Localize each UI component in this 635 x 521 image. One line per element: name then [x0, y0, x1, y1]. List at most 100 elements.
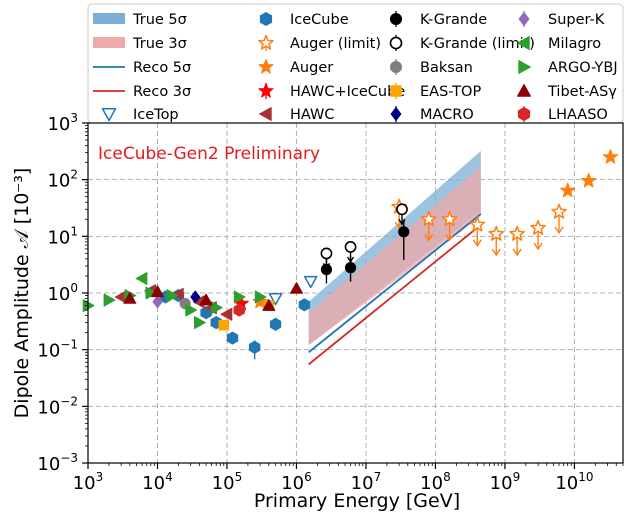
legend-marker — [389, 36, 403, 50]
data-point — [252, 293, 268, 309]
data-point — [344, 262, 357, 274]
legend-label: IceCube — [290, 12, 349, 28]
legend-entry: True 5σ — [93, 12, 187, 28]
legend-entry: LHAASO — [517, 106, 608, 123]
data-point — [396, 203, 408, 216]
tick-base: 10 — [490, 473, 513, 494]
limit-arrow-head — [445, 233, 455, 242]
legend-marker — [517, 84, 531, 97]
legend-marker — [259, 12, 273, 26]
tick-exponent: 7 — [374, 470, 382, 484]
data-point — [298, 298, 311, 312]
data-point — [233, 303, 245, 317]
legend-entry: Auger — [258, 59, 333, 76]
x-tick-label: 107 — [351, 470, 382, 494]
legend-marker — [517, 107, 531, 121]
data-point — [199, 293, 213, 306]
y-tick-label: 102 — [47, 168, 78, 192]
series-milagro — [135, 272, 148, 285]
legend-entry: Milagro — [517, 36, 601, 52]
tick-exponent: 5 — [235, 470, 243, 484]
data-points — [82, 149, 619, 360]
tick-exponent: 4 — [165, 470, 173, 484]
data-point — [509, 225, 526, 241]
tick-base: 10 — [47, 227, 70, 248]
legend-marker — [259, 107, 272, 121]
legend-label: Auger (limit) — [290, 36, 381, 52]
legend-label: Baksan — [420, 60, 473, 76]
legend-marker — [517, 36, 530, 50]
tick-exponent: 10 — [578, 470, 593, 484]
y-tick-label: 10−2 — [37, 394, 78, 418]
y-tick-label: 10−1 — [37, 338, 78, 362]
tick-exponent: 1 — [70, 224, 78, 238]
y-axis-label: Dipole Amplitude 𝒜 [10⁻³] — [11, 168, 33, 419]
x-tick-label: 106 — [281, 470, 312, 494]
legend-label: True 3σ — [132, 36, 187, 52]
tick-base: 10 — [420, 473, 443, 494]
tick-base: 10 — [351, 473, 374, 494]
data-point — [226, 331, 239, 345]
data-point — [194, 316, 206, 330]
data-point — [171, 287, 184, 301]
tick-base: 10 — [212, 473, 235, 494]
data-point — [320, 247, 333, 260]
legend-marker — [390, 85, 402, 97]
legend-entry: Tibet-ASγ — [517, 84, 617, 100]
data-point — [269, 317, 282, 331]
legend-entry: True 3σ — [93, 36, 187, 52]
tick-exponent: 3 — [96, 470, 104, 484]
limit-arrow-head — [322, 263, 331, 270]
series-lhaaso — [233, 303, 245, 317]
series-k-grande-limit- — [320, 203, 408, 270]
tick-exponent: 6 — [304, 470, 312, 484]
series-auger-limit- — [391, 198, 567, 257]
data-point — [210, 301, 223, 315]
y-tick-label: 10−3 — [37, 451, 78, 475]
data-point — [420, 211, 437, 227]
limit-arrow-head — [472, 239, 482, 248]
data-point — [262, 299, 276, 311]
data-point — [220, 307, 233, 321]
legend-label: EAS-TOP — [420, 84, 481, 100]
limit-arrow-head — [533, 242, 543, 251]
legend-entry: IceTop — [101, 107, 179, 123]
tick-exponent: 3 — [70, 111, 78, 125]
data-point — [441, 211, 458, 227]
legend-label: K-Grande (limit) — [420, 36, 535, 52]
series-macro — [190, 290, 201, 304]
tick-exponent: 2 — [70, 168, 78, 182]
data-point — [135, 272, 148, 285]
limit-arrow-head — [491, 248, 501, 257]
line-reco-3σ — [308, 224, 482, 366]
tick-base: 10 — [555, 473, 578, 494]
data-point — [185, 303, 198, 317]
tick-base: 10 — [37, 341, 60, 362]
data-point — [530, 219, 546, 235]
data-point — [398, 226, 410, 238]
legend-entry: Baksan — [389, 59, 473, 76]
plot-area: IceCube-Gen2 Preliminary 103 104 105 106 107… — [37, 111, 624, 494]
x-tick-label: 108 — [420, 470, 451, 494]
tick-base: 10 — [37, 454, 60, 475]
legend-swatch — [93, 37, 125, 48]
limit-arrow-head — [554, 226, 564, 235]
x-tick-label: 109 — [490, 470, 521, 494]
y-tick-label: 103 — [47, 111, 78, 135]
data-point — [581, 172, 597, 188]
legend-label: IceTop — [133, 107, 179, 123]
legend-marker — [389, 60, 403, 74]
limit-arrow-head — [398, 218, 406, 226]
data-point — [602, 149, 619, 164]
series-tibet-as- — [123, 282, 303, 311]
legend-entry: IceCube — [259, 12, 349, 28]
data-point — [551, 203, 567, 219]
legend-entry: Auger (limit) — [258, 34, 381, 52]
legend-label: HAWC — [290, 107, 335, 123]
x-axis-label: Primary Energy [GeV] — [254, 490, 460, 512]
tick-base: 10 — [47, 114, 70, 135]
legend-label: True 5σ — [132, 12, 187, 28]
legend-entry: Reco 3σ — [93, 84, 191, 100]
data-point — [190, 290, 201, 304]
